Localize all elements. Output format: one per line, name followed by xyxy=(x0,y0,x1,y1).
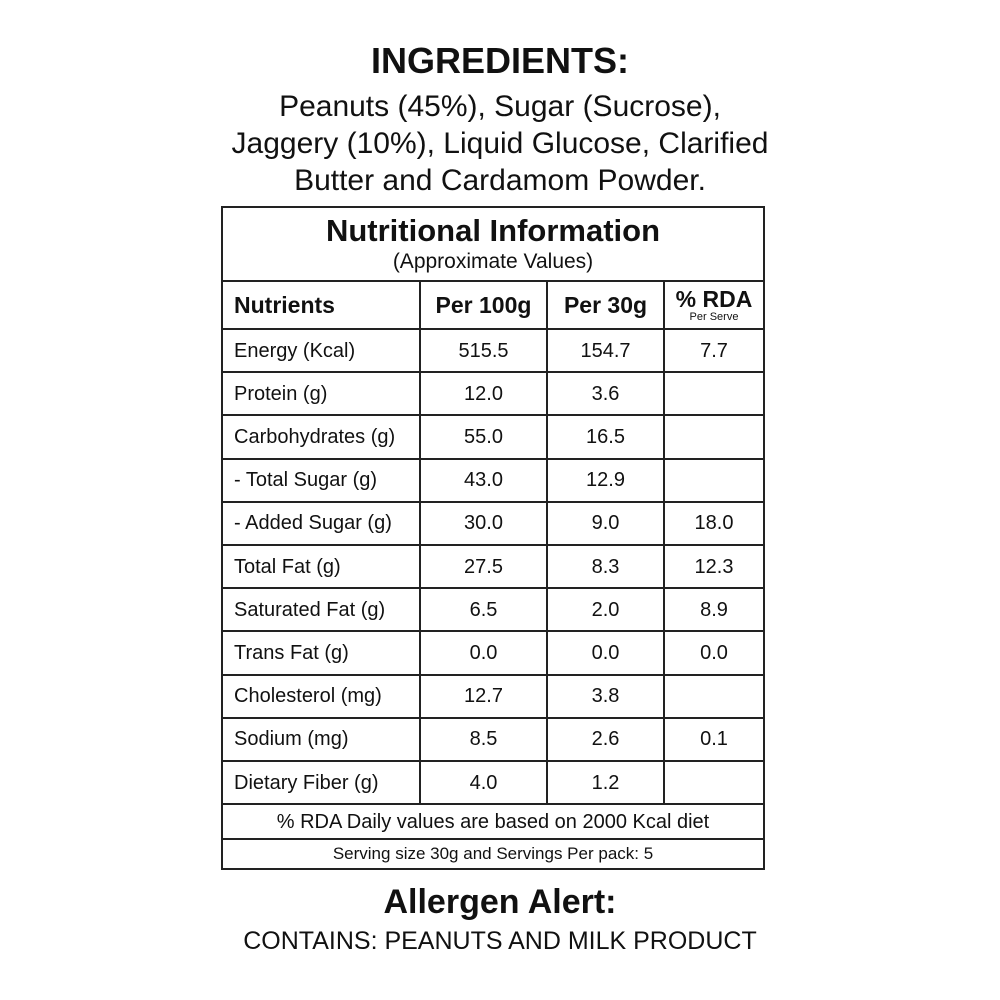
table-row: Carbohydrates (g) 55.0 16.5 xyxy=(223,416,763,460)
nutrient-name: Cholesterol (mg) xyxy=(223,675,421,717)
rda-value xyxy=(665,416,763,457)
nutrition-title-row: Nutritional Information (Approximate Val… xyxy=(223,208,763,282)
rda-value: 0.0 xyxy=(700,641,728,664)
table-row: Dietary Fiber (g) 4.0 1.2 xyxy=(223,762,763,806)
per-30g-value: 1.2 xyxy=(548,762,665,804)
serving-row: Serving size 30g and Servings Per pack: … xyxy=(223,840,763,868)
per-100g-value: 12.0 xyxy=(421,373,548,415)
header-rda: % RDA Per Serve xyxy=(665,282,763,328)
rda-value: 12.3 xyxy=(694,555,734,578)
ingredients-text: Peanuts (45%), Sugar (Sucrose), Jaggery … xyxy=(0,88,1000,199)
nutrient-name: Sodium (mg) xyxy=(223,718,421,760)
per-100g-value: 0.0 xyxy=(421,632,548,674)
nutrient-name: - Total Sugar (g) xyxy=(223,459,421,501)
per-30g-value: 9.0 xyxy=(548,502,665,544)
table-row: Energy (Kcal) 515.5 154.7 7.7 xyxy=(223,330,763,374)
nutrition-title: Nutritional Information xyxy=(325,213,661,248)
table-row: Trans Fat (g) 0.0 0.0 0.0 xyxy=(223,632,763,676)
per-100g-value: 55.0 xyxy=(421,416,548,458)
nutrition-table: Nutritional Information (Approximate Val… xyxy=(221,206,765,870)
nutrient-name: Carbohydrates (g) xyxy=(223,416,421,458)
rda-value: 0.1 xyxy=(700,728,728,751)
footnote-row: % RDA Daily values are based on 2000 Kca… xyxy=(223,805,763,840)
ingredients-line: Peanuts (45%), Sugar (Sucrose), xyxy=(279,90,721,123)
header-row: Nutrients Per 100g Per 30g % RDA Per Ser… xyxy=(223,282,763,330)
per-100g-value: 27.5 xyxy=(421,546,548,588)
table-row: Sodium (mg) 8.5 2.6 0.1 xyxy=(223,718,763,762)
per-30g-value: 2.6 xyxy=(548,718,665,760)
per-100g-value: 30.0 xyxy=(421,502,548,544)
table-row: Cholesterol (mg) 12.7 3.8 xyxy=(223,675,763,719)
allergen-title: Allergen Alert: xyxy=(383,883,617,921)
table-row: Saturated Fat (g) 6.5 2.0 8.9 xyxy=(223,589,763,633)
allergen-text: CONTAINS: PEANUTS AND MILK PRODUCT xyxy=(243,927,757,955)
table-row: Protein (g) 12.0 3.6 xyxy=(223,373,763,417)
footnote: % RDA Daily values are based on 2000 Kca… xyxy=(276,810,710,833)
per-30g-value: 16.5 xyxy=(548,416,665,458)
header-rda-sub: Per Serve xyxy=(689,310,739,323)
per-30g-value: 8.3 xyxy=(548,546,665,588)
header-nutrients: Nutrients xyxy=(223,282,421,328)
nutrition-subtitle: (Approximate Values) xyxy=(392,250,594,273)
rda-value: 7.7 xyxy=(700,339,728,362)
table-row: - Added Sugar (g) 30.0 9.0 18.0 xyxy=(223,502,763,546)
per-30g-value: 0.0 xyxy=(548,632,665,674)
rda-value xyxy=(665,762,763,803)
per-100g-value: 4.0 xyxy=(421,762,548,804)
header-per-100g: Per 100g xyxy=(421,282,548,328)
per-30g-value: 154.7 xyxy=(548,330,665,372)
per-30g-value: 2.0 xyxy=(548,589,665,631)
table-row: - Total Sugar (g) 43.0 12.9 xyxy=(223,459,763,503)
per-100g-value: 6.5 xyxy=(421,589,548,631)
per-30g-value: 3.8 xyxy=(548,675,665,717)
per-100g-value: 515.5 xyxy=(421,330,548,372)
per-30g-value: 12.9 xyxy=(548,459,665,501)
header-rda-label: % RDA xyxy=(675,285,753,312)
per-100g-value: 8.5 xyxy=(421,718,548,760)
nutrient-name: Energy (Kcal) xyxy=(223,330,421,372)
per-100g-value: 12.7 xyxy=(421,675,548,717)
nutrient-name: Total Fat (g) xyxy=(223,546,421,588)
rda-value xyxy=(665,373,763,414)
per-30g-value: 3.6 xyxy=(548,373,665,415)
nutrient-name: Saturated Fat (g) xyxy=(223,589,421,631)
rda-value: 8.9 xyxy=(700,598,728,621)
ingredients-line: Butter and Cardamom Powder. xyxy=(294,164,706,197)
rda-value: 18.0 xyxy=(694,512,734,535)
rda-value xyxy=(665,460,763,501)
ingredients-line: Jaggery (10%), Liquid Glucose, Clarified xyxy=(231,127,769,160)
serving-info: Serving size 30g and Servings Per pack: … xyxy=(332,844,654,863)
nutrient-name: Dietary Fiber (g) xyxy=(223,762,421,804)
nutrient-name: - Added Sugar (g) xyxy=(223,502,421,544)
ingredients-title: INGREDIENTS: xyxy=(370,40,629,81)
header-per-30g: Per 30g xyxy=(548,282,665,328)
per-100g-value: 43.0 xyxy=(421,459,548,501)
nutrient-name: Trans Fat (g) xyxy=(223,632,421,674)
nutrient-name: Protein (g) xyxy=(223,373,421,415)
table-row: Total Fat (g) 27.5 8.3 12.3 xyxy=(223,546,763,590)
rda-value xyxy=(665,676,763,717)
